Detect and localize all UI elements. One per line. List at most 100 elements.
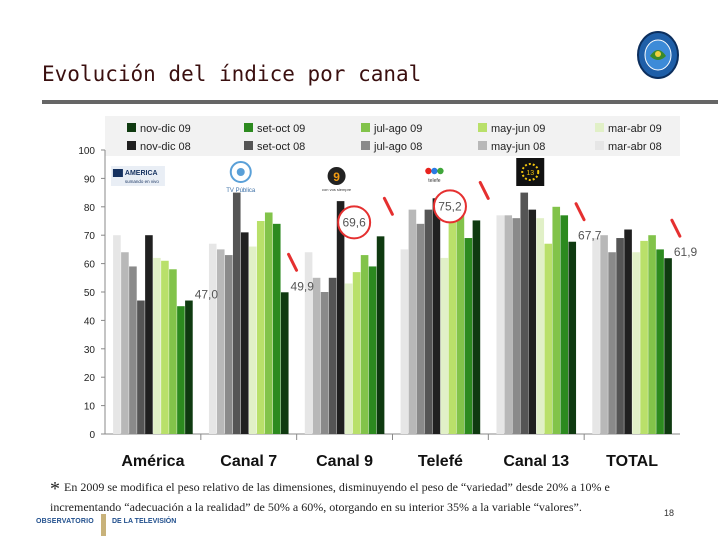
bar-america-set-oct-09 <box>177 306 185 434</box>
legend-label-mar-abr-09: mar-abr 09 <box>608 123 662 135</box>
bar-total-mar-abr-09 <box>632 252 640 434</box>
callout-circle-canal-9 <box>337 205 372 240</box>
bar-total-jul-ago-08 <box>608 252 616 434</box>
legend-background <box>105 116 680 156</box>
bar-america-may-jun-09 <box>161 260 169 434</box>
bar-america-nov-dic-08 <box>145 235 153 434</box>
bar-canal-9-may-jun-09 <box>352 272 361 434</box>
canal-9-logo: 9 con vos siempre <box>322 167 352 192</box>
page-number: 18 <box>664 508 675 518</box>
telefe-logo: telefe <box>425 167 444 184</box>
bar-telefe-nov-dic-08 <box>432 198 441 434</box>
y-tick-label: 80 <box>84 203 96 214</box>
america-logo-sub: sumando en vivo <box>125 179 160 184</box>
bar-telefe-may-jun-08 <box>408 209 417 434</box>
bar-canal-13-mar-abr-08 <box>496 215 505 434</box>
bar-total-set-oct-09 <box>656 249 664 434</box>
y-tick-label: 30 <box>84 345 96 356</box>
data-label-canal-9: 69,6 <box>342 215 366 229</box>
canal-9-text: 9 <box>333 170 340 184</box>
bar-total-jul-ago-09 <box>648 235 656 434</box>
logo-text-left: OBSERVATORIO <box>36 518 94 525</box>
america-logo-box <box>110 166 165 186</box>
bar-canal-9-mar-abr-08 <box>304 252 313 434</box>
emphasis-slash-canal-7 <box>287 252 299 272</box>
category-label-telefe: Telefé <box>418 453 463 470</box>
legend-swatch-jul-ago-08 <box>361 141 370 150</box>
telefe-text: telefe <box>428 178 440 184</box>
observatory-seal-icon <box>637 31 679 79</box>
bar-canal-7-jul-ago-09 <box>264 212 273 434</box>
bar-canal-7-mar-abr-09 <box>248 246 257 434</box>
emphasis-slash-canal-13 <box>574 202 586 222</box>
footnote: * En 2009 se modifica el peso relativo de… <box>50 478 670 516</box>
legend-swatch-set-oct-09 <box>244 123 253 132</box>
legend-swatch-jul-ago-09 <box>361 123 370 132</box>
bar-canal-13-nov-dic-09 <box>568 241 577 434</box>
canal-13-logo: 13 <box>516 158 545 186</box>
bar-total-set-oct-08 <box>616 238 624 434</box>
legend-swatch-mar-abr-09 <box>595 123 604 132</box>
bar-telefe-may-jun-09 <box>448 195 457 434</box>
telefe-dot-icon <box>425 167 432 175</box>
bar-total-nov-dic-09 <box>664 258 672 434</box>
bar-telefe-nov-dic-09 <box>472 220 481 434</box>
bar-america-may-jun-08 <box>121 252 129 434</box>
bar-america-mar-abr-09 <box>153 257 161 434</box>
legend-swatch-set-oct-08 <box>244 141 253 150</box>
bar-total-mar-abr-08 <box>592 238 600 434</box>
data-label-canal-13: 67,7 <box>578 229 602 243</box>
canal-13-box <box>516 158 545 186</box>
data-labels: 47,0 49,9 69,6 75,2 67,7 61,9 <box>195 180 698 302</box>
logo-divider <box>101 514 106 536</box>
legend-label-jul-ago-08: jul-ago 08 <box>373 141 422 153</box>
america-logo-text: AMERICA <box>125 170 158 177</box>
bar-america-jul-ago-08 <box>129 266 137 434</box>
telefe-dot-icon <box>431 167 438 175</box>
bar-canal-7-nov-dic-09 <box>280 292 289 434</box>
bars <box>113 192 672 440</box>
x-axis-categories: América Canal 7 Canal 9 Telefé Canal 13 TOTAL <box>121 453 658 470</box>
legend-label-nov-dic-08: nov-dic 08 <box>140 141 191 153</box>
bar-canal-13-jul-ago-08 <box>512 218 521 434</box>
america-logo: AMERICA sumando en vivo <box>110 166 165 186</box>
bar-canal-7-nov-dic-08 <box>240 232 249 434</box>
y-tick-label: 0 <box>89 430 95 441</box>
legend-label-mar-abr-08: mar-abr 08 <box>608 141 662 153</box>
y-tick-label: 60 <box>84 260 96 271</box>
bar-canal-7-may-jun-08 <box>216 249 225 434</box>
legend-label-may-jun-08: may-jun 08 <box>491 141 545 153</box>
bar-canal-7-set-oct-09 <box>272 223 281 434</box>
emphasis-slash-telefe <box>478 180 490 200</box>
legend-swatch-nov-dic-09 <box>127 123 136 132</box>
legend-swatch-mar-abr-08 <box>595 141 604 150</box>
tv-publica-logo: TV Pública <box>226 161 256 194</box>
america-logo-mark <box>112 169 123 177</box>
canal-13-sun-icon <box>521 163 540 181</box>
y-tick-label: 70 <box>84 231 96 242</box>
category-label-america: América <box>121 453 184 470</box>
canal-13-text: 13 <box>526 170 534 177</box>
bar-total-nov-dic-08 <box>624 229 632 434</box>
bar-total-may-jun-09 <box>640 240 648 434</box>
bar-canal-13-may-jun-08 <box>504 215 513 434</box>
logo-text-right: DE LA TELEVISIÓN <box>112 518 177 525</box>
bar-telefe-set-oct-09 <box>464 238 473 434</box>
legend-label-may-jun-09: may-jun 09 <box>491 123 545 135</box>
legend-label-jul-ago-09: jul-ago 09 <box>373 123 422 135</box>
channel-logos: AMERICA sumando en vivo TV Pública 9 con vos… <box>110 158 545 194</box>
footnote-marker: * <box>50 478 60 500</box>
bar-canal-9-mar-abr-09 <box>344 283 353 434</box>
bar-telefe-mar-abr-08 <box>400 249 409 434</box>
bar-america-mar-abr-08 <box>113 235 121 434</box>
bar-telefe-jul-ago-09 <box>456 215 465 434</box>
legend-label-set-oct-08: set-oct 08 <box>257 141 305 153</box>
canal-9-sub: con vos siempre <box>322 187 352 192</box>
bar-canal-13-nov-dic-08 <box>528 209 537 434</box>
data-label-canal-7: 49,9 <box>291 279 315 293</box>
callout-circle-telefe <box>432 189 467 224</box>
bar-canal-9-may-jun-08 <box>312 277 321 434</box>
bar-canal-13-set-oct-08 <box>520 192 529 434</box>
bar-canal-13-mar-abr-09 <box>536 218 545 434</box>
